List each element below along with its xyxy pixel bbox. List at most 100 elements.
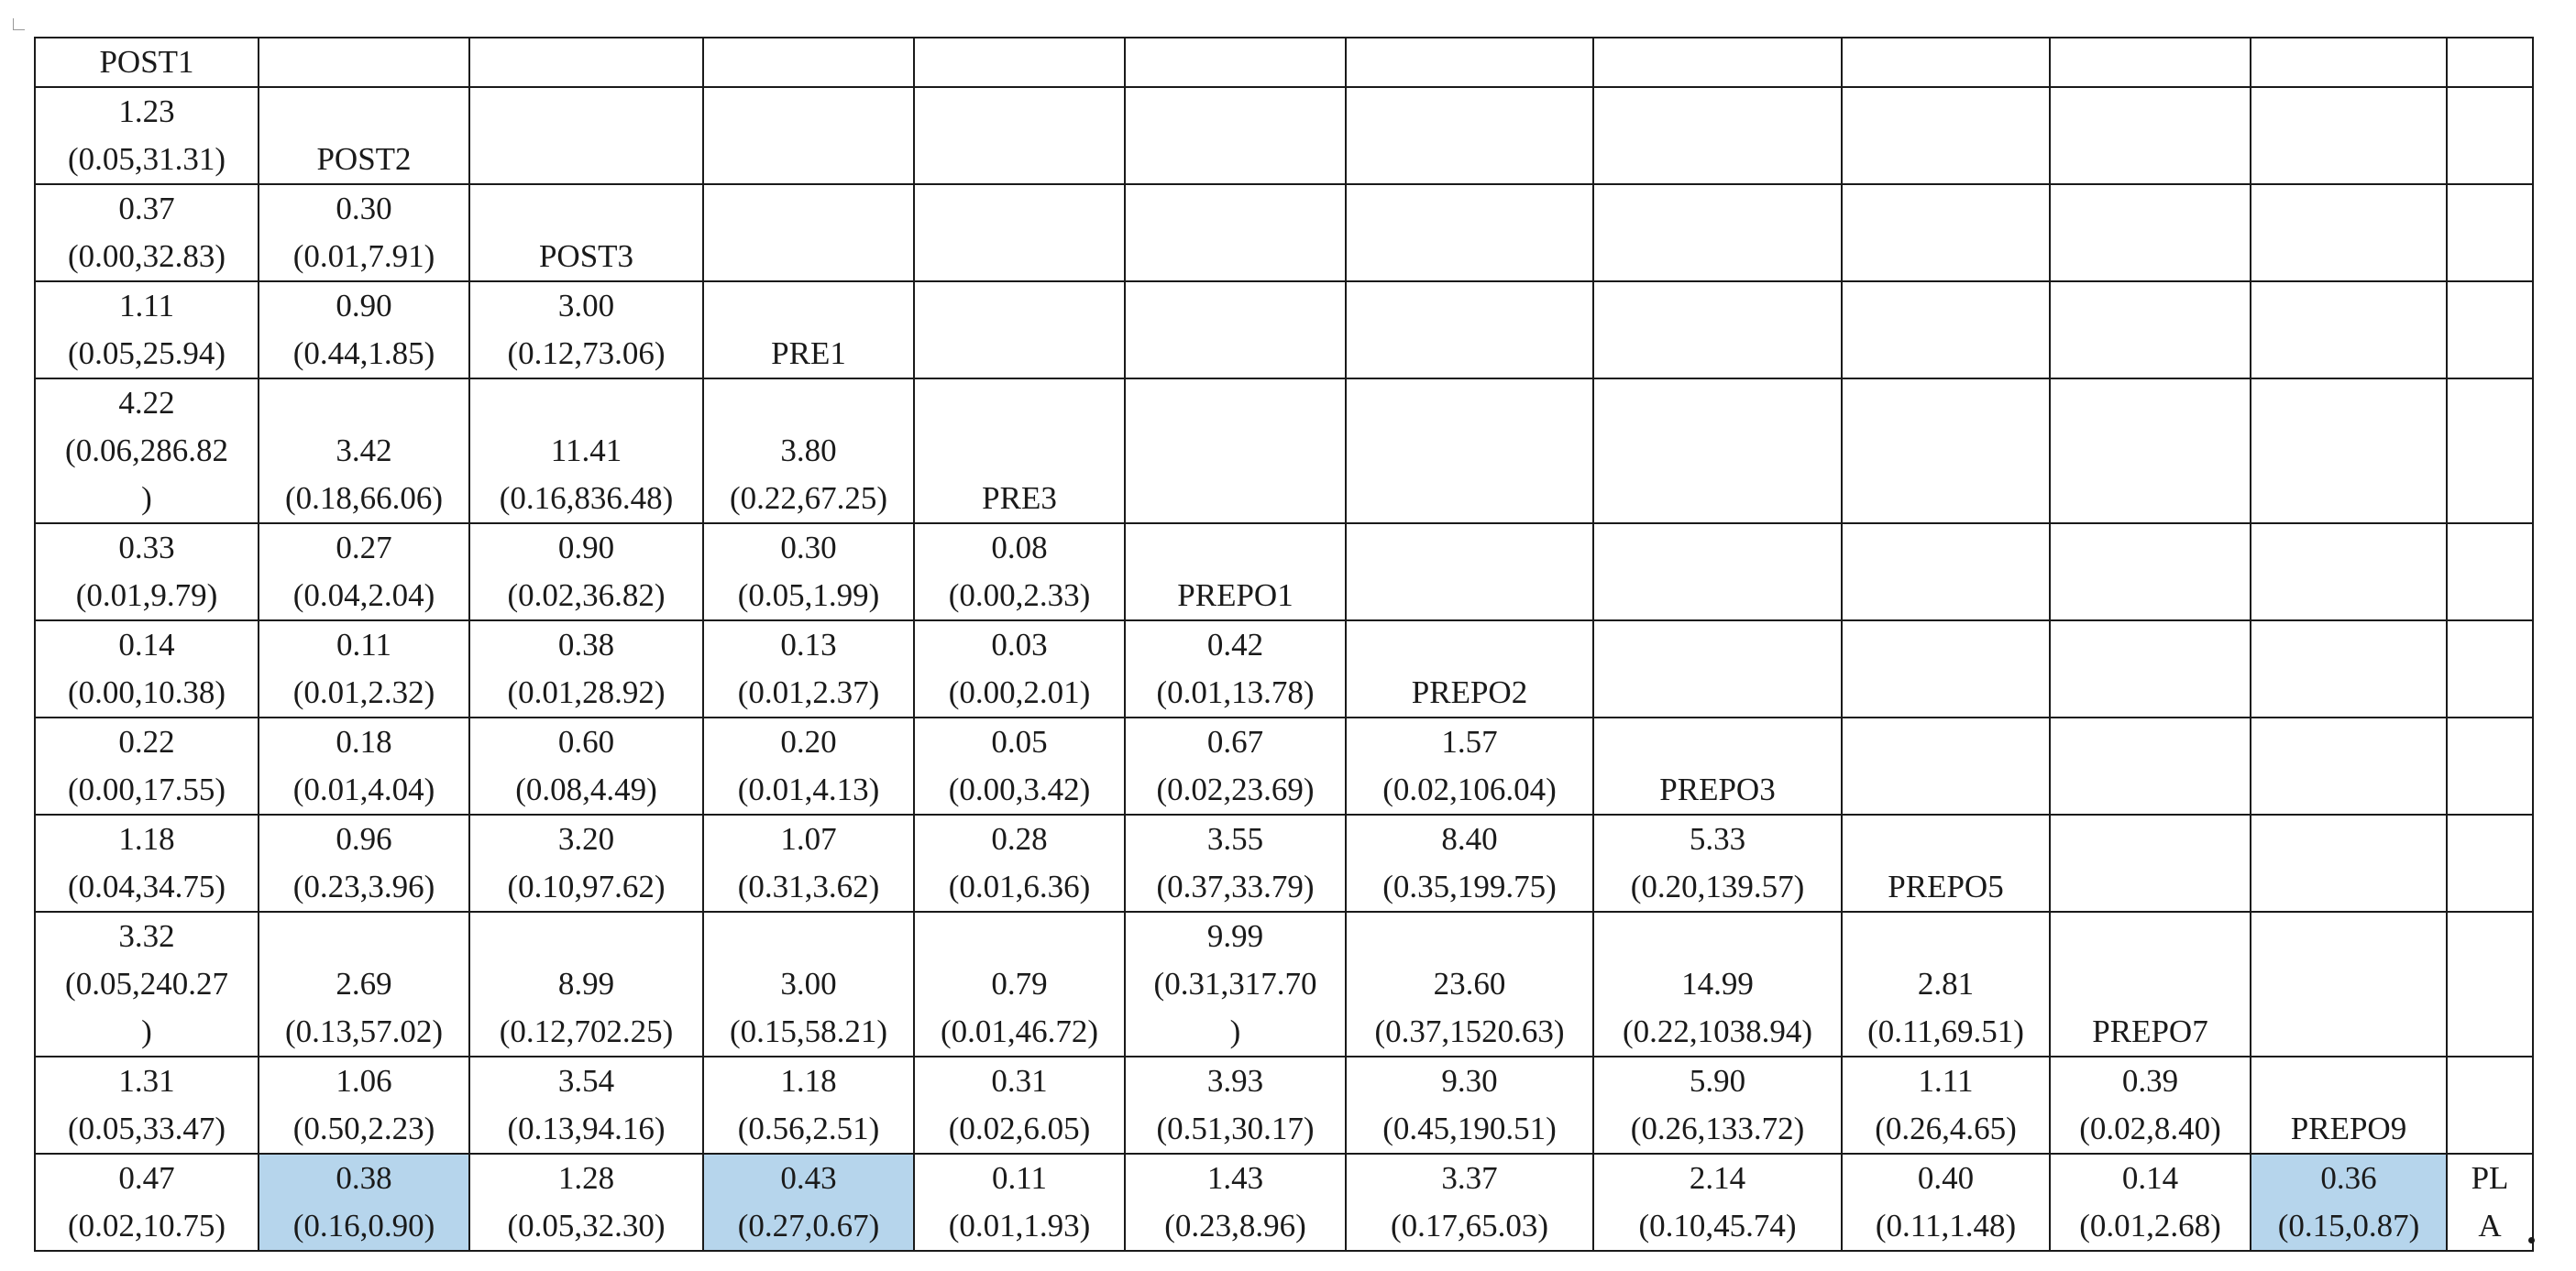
table-cell xyxy=(2446,522,2534,621)
table-cell: 1.18 (0.04,34.75) xyxy=(34,814,259,913)
cell-text: (0.06,286.82 xyxy=(65,433,228,468)
table-cell: 1.28 (0.05,32.30) xyxy=(468,1153,704,1252)
table-cell: 0.42 (0.01,13.78) xyxy=(1124,619,1347,718)
table-row: 0.22 (0.00,17.55) 0.18 (0.01,4.04) 0.60 (0.08… xyxy=(34,717,2534,816)
table-cell xyxy=(913,183,1126,282)
table-row: 3.32 (0.05,240.27) 2.69 (0.13,57.02) 8.99 (0.… xyxy=(34,911,2534,1057)
table-cell: 0.60 (0.08,4.49) xyxy=(468,717,704,816)
cell-text: 0.79 xyxy=(991,966,1048,1002)
table-cell xyxy=(1841,37,2051,88)
table-cell: 1.31 (0.05,33.47) xyxy=(34,1056,259,1155)
cell-text: (0.02,23.69) xyxy=(1156,772,1315,807)
cell-text: (0.11,69.51) xyxy=(1867,1014,2024,1049)
cell-text: 0.42 xyxy=(1206,627,1264,663)
cell-text: 1.23 xyxy=(118,93,175,129)
table-cell xyxy=(2250,814,2448,913)
table-cell: PREPO7 xyxy=(2049,911,2251,1057)
cell-text: 0.13 xyxy=(780,627,837,663)
cell-text: 14.99 xyxy=(1681,966,1754,1002)
table-cell: 11.41 (0.16,836.48) xyxy=(468,378,704,524)
cell-text: (0.05,25.94) xyxy=(67,335,226,371)
cell-text: 0.33 xyxy=(118,530,175,565)
table-cell xyxy=(1841,86,2051,185)
table-cell xyxy=(2446,37,2534,88)
cell-text: (0.00,17.55) xyxy=(67,772,226,807)
table-cell xyxy=(1841,183,2051,282)
table-cell: 0.90 (0.44,1.85) xyxy=(258,280,470,379)
table-cell xyxy=(1841,619,2051,718)
cell-text: 2.69 xyxy=(336,966,392,1002)
table-cell xyxy=(702,86,915,185)
cell-text: 0.67 xyxy=(1206,724,1264,760)
cell-text: 5.90 xyxy=(1689,1063,1746,1099)
table-cell: PREPO5 xyxy=(1841,814,2051,913)
table-cell xyxy=(1124,86,1347,185)
table-cell: POST1 xyxy=(34,37,259,88)
table-cell: 0.13 (0.01,2.37) xyxy=(702,619,915,718)
cell-text: 1.07 xyxy=(780,821,837,857)
table-cell xyxy=(1592,183,1843,282)
cell-text: (0.11,1.48) xyxy=(1875,1208,2017,1244)
cell-text: (0.15,58.21) xyxy=(729,1014,888,1049)
cell-text: 1.31 xyxy=(118,1063,175,1099)
table-cell xyxy=(1124,378,1347,524)
cell-text: POST1 xyxy=(99,44,194,80)
cell-text: 0.90 xyxy=(557,530,615,565)
table-cell: 3.80 (0.22,67.25) xyxy=(702,378,915,524)
table-cell xyxy=(1592,378,1843,524)
table-cell: PREPO9 xyxy=(2250,1056,2448,1155)
table-cell: 0.18 (0.01,4.04) xyxy=(258,717,470,816)
cell-text: (0.01,2.68) xyxy=(2079,1208,2221,1244)
cell-text: (0.18,66.06) xyxy=(284,480,444,516)
cell-text: (0.01,13.78) xyxy=(1156,674,1315,710)
cell-text: PL xyxy=(2471,1160,2509,1196)
cell-text: (0.02,36.82) xyxy=(507,577,666,613)
table-cell: 3.32 (0.05,240.27) xyxy=(34,911,259,1057)
cell-text: PRE3 xyxy=(982,480,1057,516)
cell-text: (0.27,0.67) xyxy=(737,1208,880,1244)
table-cell xyxy=(1345,522,1594,621)
corner-crop-mark xyxy=(13,18,25,30)
cell-text: A xyxy=(2478,1208,2502,1244)
table-row: 1.31 (0.05,33.47) 1.06 (0.50,2.23) 3.54 (0.13… xyxy=(34,1056,2534,1155)
table-cell: 0.20 (0.01,4.13) xyxy=(702,717,915,816)
table-cell xyxy=(2049,280,2251,379)
table-row: 4.22 (0.06,286.82) 3.42 (0.18,66.06) 11.41 (0… xyxy=(34,378,2534,524)
cell-text: 1.06 xyxy=(336,1063,392,1099)
table-cell: 1.43 (0.23,8.96) xyxy=(1124,1153,1347,1252)
table-row: 0.14 (0.00,10.38) 0.11 (0.01,2.32) 0.38 (0.01… xyxy=(34,619,2534,718)
table-cell: 3.54 (0.13,94.16) xyxy=(468,1056,704,1155)
cell-text: PRE1 xyxy=(771,335,846,371)
cell-text: 0.27 xyxy=(336,530,392,565)
table-cell xyxy=(1592,619,1843,718)
cell-text: 1.28 xyxy=(557,1160,615,1196)
cell-text: 1.43 xyxy=(1206,1160,1264,1196)
cell-text: (0.26,4.65) xyxy=(1875,1111,2017,1146)
cell-text: (0.35,199.75) xyxy=(1382,869,1557,904)
table-cell: POST3 xyxy=(468,183,704,282)
table-cell: PRE1 xyxy=(702,280,915,379)
table-cell: 0.37 (0.00,32.83) xyxy=(34,183,259,282)
cell-text: (0.04,34.75) xyxy=(67,869,226,904)
table-cell: 14.99 (0.22,1038.94) xyxy=(1592,911,1843,1057)
table-body: POST1 1.23 (0.05,31.31) POST2 0.37 (0.00,32.8… xyxy=(34,37,2534,1252)
cell-text: POST3 xyxy=(538,238,634,274)
table-cell: 0.27 (0.04,2.04) xyxy=(258,522,470,621)
table-cell xyxy=(1345,183,1594,282)
cell-text: 0.11 xyxy=(992,1160,1047,1196)
cell-text: (0.05,240.27 xyxy=(65,966,228,1002)
cell-text: 8.40 xyxy=(1441,821,1498,857)
table-row: 1.11 (0.05,25.94) 0.90 (0.44,1.85) 3.00 (0.12… xyxy=(34,280,2534,379)
cell-text: (0.05,1.99) xyxy=(737,577,880,613)
table-cell: 0.38 (0.16,0.90) xyxy=(258,1153,470,1252)
cell-text: (0.16,0.90) xyxy=(292,1208,435,1244)
table-cell xyxy=(1592,37,1843,88)
table-cell xyxy=(2250,280,2448,379)
table-cell xyxy=(2446,911,2534,1057)
table-cell xyxy=(1592,280,1843,379)
table-cell xyxy=(2049,183,2251,282)
cell-text: (0.01,28.92) xyxy=(507,674,666,710)
table-cell: 0.31 (0.02,6.05) xyxy=(913,1056,1126,1155)
table-cell: 0.39 (0.02,8.40) xyxy=(2049,1056,2251,1155)
table-cell: 0.14 (0.00,10.38) xyxy=(34,619,259,718)
